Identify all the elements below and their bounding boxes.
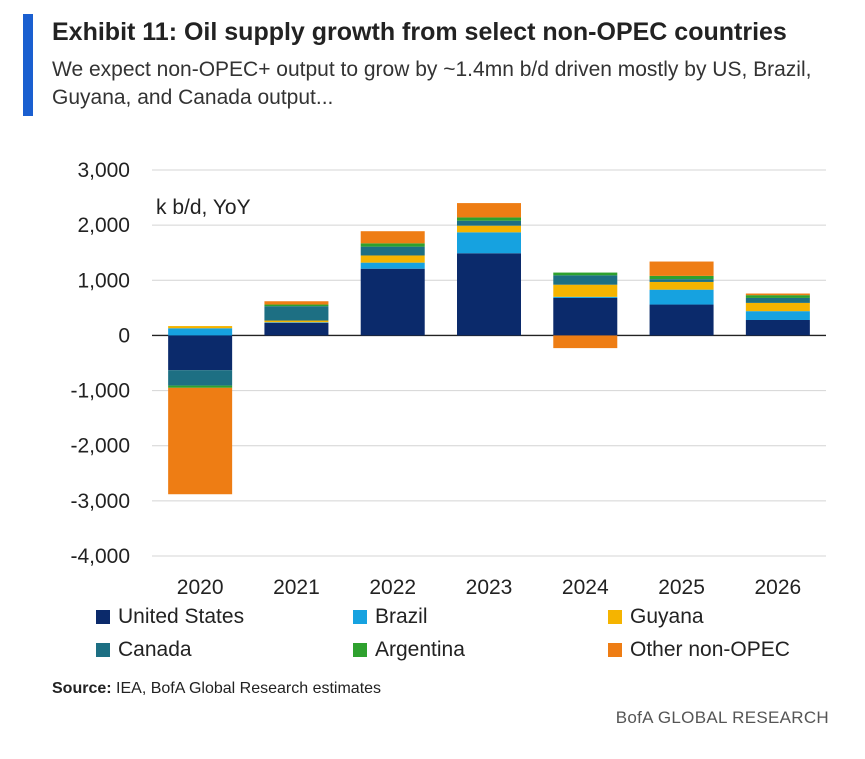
bar-united-states-2023	[457, 253, 521, 336]
legend-item: Guyana	[608, 602, 704, 632]
legend-item: Brazil	[353, 602, 428, 632]
x-tick-label: 2022	[369, 576, 416, 599]
x-tick-label: 2025	[658, 576, 705, 599]
chart-title: Exhibit 11: Oil supply growth from selec…	[52, 18, 787, 46]
legend-label: Other non-OPEC	[630, 638, 790, 661]
bar-argentina-2023	[457, 217, 521, 221]
x-tick-label: 2021	[273, 576, 320, 599]
bar-united-states-2020	[168, 335, 233, 371]
legend-item: United States	[96, 602, 244, 632]
legend-item: Argentina	[353, 635, 465, 665]
bar-other-non-opec-2024	[553, 335, 618, 349]
bar-guyana-2023	[457, 225, 521, 233]
y-tick-label: 1,000	[77, 269, 130, 292]
bar-argentina-2020	[168, 385, 233, 388]
bar-brazil-2023	[457, 232, 521, 254]
bar-canada-2025	[649, 279, 714, 282]
bar-brazil-2021	[264, 322, 329, 323]
bar-other-non-opec-2026	[745, 293, 810, 296]
chart-subtitle: We expect non-OPEC+ output to grow by ~1…	[52, 58, 812, 109]
bar-guyana-2024	[553, 284, 618, 297]
legend-label: United States	[118, 605, 245, 628]
bar-argentina-2025	[649, 275, 714, 280]
bar-canada-2022	[360, 246, 425, 256]
legend-label: Argentina	[375, 638, 465, 661]
bar-canada-2020	[168, 370, 233, 386]
legend-swatch	[608, 610, 622, 624]
bar-canada-2023	[457, 220, 521, 226]
bar-argentina-2022	[360, 243, 425, 247]
legend-item: Canada	[96, 635, 192, 665]
bar-brazil-2020	[168, 328, 233, 336]
accent-bar	[23, 14, 33, 116]
y-tick-label: -1,000	[70, 380, 130, 403]
bar-other-non-opec-2025	[649, 261, 714, 276]
bar-other-non-opec-2020	[168, 387, 233, 495]
legend-label: Canada	[118, 638, 192, 661]
bar-united-states-2021	[264, 322, 329, 336]
bar-brazil-2022	[360, 262, 425, 269]
bar-guyana-2025	[649, 281, 714, 290]
y-tick-label: -2,000	[70, 435, 130, 458]
brand-footer: BofA GLOBAL RESEARCH	[615, 708, 829, 727]
x-tick-label: 2024	[562, 576, 609, 599]
y-tick-label: -4,000	[70, 545, 130, 568]
bar-canada-2026	[745, 297, 810, 303]
bar-united-states-2025	[649, 304, 714, 336]
y-tick-label: 2,000	[77, 214, 130, 237]
bar-other-non-opec-2021	[264, 301, 329, 305]
bar-guyana-2020	[168, 326, 233, 329]
bar-argentina-2024	[553, 272, 618, 276]
y-tick-label: 0	[118, 324, 130, 347]
source-note: Source: IEA, BofA Global Research estima…	[52, 680, 381, 698]
source-label: Source:	[52, 680, 112, 697]
y-tick-label: 3,000	[77, 159, 130, 182]
bar-united-states-2026	[745, 319, 810, 336]
bar-argentina-2026	[745, 295, 810, 298]
legend-label: Brazil	[375, 605, 428, 628]
source-text: IEA, BofA Global Research estimates	[116, 680, 382, 697]
bar-other-non-opec-2022	[360, 231, 425, 244]
stacked-bar-chart: 3,000 2,000 1,000 0 -1,000 -2,000 -3,000 -4,000…	[70, 159, 826, 599]
bar-guyana-2026	[745, 302, 810, 312]
chart-legend: United States Brazil Guyana Canada Argentina…	[96, 602, 856, 670]
legend-item: Other non-OPEC	[608, 635, 790, 665]
legend-swatch	[96, 643, 110, 657]
bar-brazil-2026	[745, 311, 810, 320]
bar-guyana-2021	[264, 320, 329, 323]
legend-swatch	[608, 643, 622, 657]
legend-swatch	[96, 610, 110, 624]
bar-united-states-2024	[553, 297, 618, 336]
bar-brazil-2025	[649, 289, 714, 305]
bar-canada-2024	[553, 275, 618, 285]
bar-other-non-opec-2023	[457, 203, 521, 218]
x-tick-label: 2020	[177, 576, 224, 599]
bar-argentina-2021	[264, 304, 329, 307]
bar-united-states-2022	[360, 268, 425, 336]
x-tick-label: 2023	[466, 576, 513, 599]
x-tick-label: 2026	[754, 576, 801, 599]
y-tick-label: -3,000	[70, 490, 130, 513]
legend-label: Guyana	[630, 605, 704, 628]
y-axis-label: k b/d, YoY	[156, 196, 251, 219]
bar-guyana-2022	[360, 255, 425, 263]
legend-swatch	[353, 643, 367, 657]
bar-brazil-2024	[553, 296, 618, 298]
bar-canada-2021	[264, 306, 329, 321]
legend-swatch	[353, 610, 367, 624]
